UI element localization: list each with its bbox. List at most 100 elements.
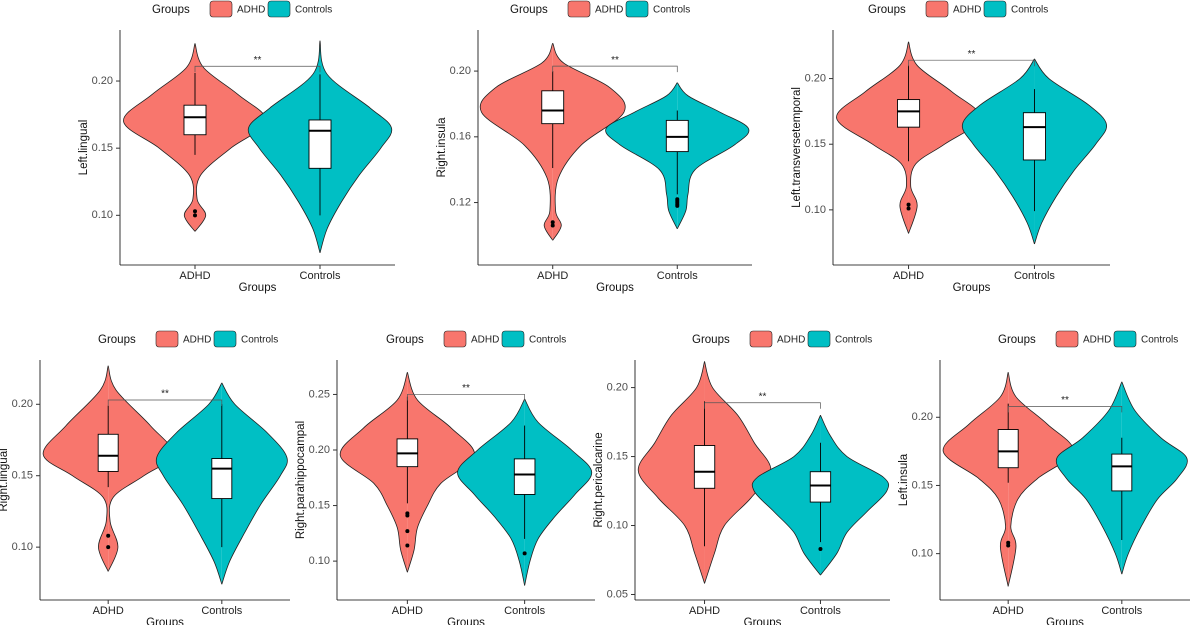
- panel: Groups ADHD Controls 0.10 0.15 0.20 ADHD Contro…: [898, 330, 1190, 625]
- box: [183, 104, 207, 136]
- y-tick-label: 0.12: [450, 196, 471, 208]
- legend-key: [1113, 330, 1137, 348]
- y-tick-label: 0.20: [912, 411, 933, 423]
- violin-fill: [638, 361, 705, 584]
- violin-outline: [751, 414, 821, 576]
- significance-label: **: [759, 391, 767, 402]
- x-tick-label: Controls: [300, 270, 341, 282]
- x-tick-label: ADHD: [93, 605, 124, 617]
- x-axis-title: Groups: [239, 282, 277, 294]
- y-tick-label: 0.10: [12, 541, 33, 553]
- significance-bracket: [552, 65, 678, 73]
- outlier: [522, 551, 527, 556]
- x-tick-label: Controls: [1014, 270, 1055, 282]
- legend-label: ADHD: [777, 335, 805, 346]
- y-tick-label: 0.10: [309, 555, 330, 567]
- outlier: [550, 223, 555, 228]
- violin-fill: [820, 415, 889, 576]
- legend-key: [625, 0, 649, 18]
- significance-label: **: [462, 383, 470, 394]
- violin-outline: [123, 43, 196, 232]
- violin-outline: [339, 372, 408, 573]
- violin-outline: [1055, 381, 1123, 575]
- box: [308, 119, 332, 169]
- y-tick-label: 0.15: [912, 479, 933, 491]
- legend-key: [749, 330, 773, 348]
- legend-label: Controls: [529, 335, 566, 346]
- y-axis-title: Left.lingual: [78, 120, 90, 176]
- violin-fill: [156, 382, 222, 585]
- legend-key: [213, 330, 237, 348]
- outlier: [106, 533, 111, 538]
- y-tick-label: 0.20: [805, 72, 826, 84]
- y-tick-label: 0.15: [607, 450, 628, 462]
- legend-label: ADHD: [237, 5, 265, 16]
- significance-label: **: [968, 49, 976, 60]
- significance-bracket: [704, 402, 821, 409]
- violin-outline: [942, 372, 1009, 587]
- legend-key: [443, 330, 467, 348]
- legend-key: [267, 0, 291, 18]
- violin-outline: [836, 41, 909, 234]
- x-axis-title: Groups: [953, 282, 991, 294]
- legend-label: ADHD: [471, 335, 499, 346]
- x-tick-label: ADHD: [993, 605, 1024, 617]
- violin-fill: [43, 365, 109, 572]
- y-axis-title: Right.insula: [436, 117, 448, 178]
- violin-fill: [457, 398, 525, 586]
- y-tick-label: 0.10: [805, 204, 826, 216]
- violin-outline: [676, 82, 750, 230]
- violin-outline: [637, 361, 705, 584]
- violin-fill: [108, 365, 174, 572]
- outlier: [405, 529, 410, 534]
- x-axis-title: Groups: [596, 282, 634, 294]
- legend-key: [209, 0, 233, 18]
- violin-outline: [908, 41, 981, 234]
- violin-fill: [943, 372, 1009, 587]
- violin-fill: [195, 43, 267, 232]
- panel: Groups ADHD Controls 0.10 0.15 0.20 ADHD Contro…: [0, 330, 290, 625]
- box: [693, 445, 716, 489]
- outlier: [193, 213, 197, 218]
- violin-outline: [457, 398, 526, 586]
- box: [513, 458, 536, 495]
- violin-outline: [961, 58, 1035, 245]
- x-tick-label: Controls: [201, 605, 242, 617]
- violin-outline: [1007, 372, 1074, 587]
- x-tick-label: ADHD: [689, 605, 720, 617]
- violin-outline: [820, 414, 890, 576]
- violin-outline: [552, 42, 626, 241]
- legend-label: Controls: [835, 335, 872, 346]
- y-tick-label: 0.20: [12, 398, 33, 410]
- outlier: [405, 513, 410, 518]
- x-tick-label: Controls: [657, 270, 698, 282]
- panel: Groups ADHD Controls 0.05 0.10 0.15 0.20 ADHD Co…: [593, 330, 890, 625]
- y-tick-label: 0.20: [607, 381, 628, 393]
- outlier: [106, 545, 111, 550]
- legend-title: Groups: [152, 4, 190, 16]
- y-tick-label: 0.15: [309, 499, 330, 511]
- y-tick-label: 0.15: [805, 138, 826, 150]
- violin-outline: [406, 372, 475, 573]
- significance-label: **: [1061, 395, 1069, 406]
- legend-title: Groups: [386, 334, 424, 346]
- legend-key: [983, 0, 1007, 18]
- y-tick-label: 0.10: [92, 209, 113, 221]
- x-axis-title: Groups: [447, 617, 485, 625]
- y-tick-label: 0.25: [309, 388, 330, 400]
- violin-fill: [677, 82, 749, 229]
- x-tick-label: ADHD: [392, 605, 423, 617]
- box: [97, 433, 119, 472]
- outlier: [405, 543, 410, 548]
- y-tick-label: 0.20: [450, 65, 471, 77]
- violin-outline: [479, 42, 554, 241]
- violin-fill: [836, 41, 909, 234]
- panel: Groups ADHD Controls 0.10 0.15 0.20 ADHD Contro…: [78, 0, 395, 294]
- violin-outline: [194, 43, 267, 232]
- x-tick-label: ADHD: [893, 270, 924, 282]
- outlier: [818, 546, 823, 551]
- violin-fill: [524, 398, 592, 586]
- significance-bracket: [908, 59, 1035, 67]
- legend-label: Controls: [241, 335, 278, 346]
